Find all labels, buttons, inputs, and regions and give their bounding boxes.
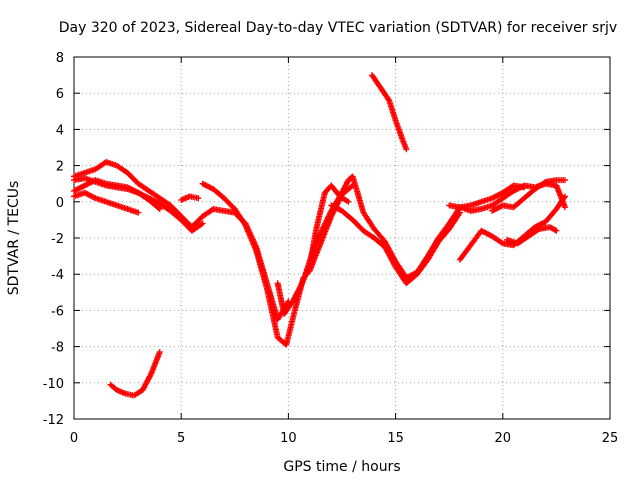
data-point	[541, 179, 548, 186]
series-track-d	[71, 177, 163, 213]
axis-ticks	[73, 56, 611, 420]
y-tick-label: 0	[56, 196, 64, 211]
x-tick-label: 10	[280, 431, 297, 446]
data-marks	[71, 72, 568, 399]
data-point	[91, 194, 98, 201]
data-point	[156, 206, 163, 213]
series-track-l	[446, 180, 568, 214]
data-point	[195, 195, 202, 202]
data-point	[561, 204, 568, 211]
data-point	[199, 220, 206, 227]
data-point	[561, 194, 568, 201]
y-tick-label: 6	[56, 87, 64, 102]
y-tick-labels: -12 -10 -8 -6 -4 -2 0 2 4 6 8	[43, 51, 64, 428]
x-tick-label: 25	[602, 431, 619, 446]
y-tick-label: -8	[51, 341, 64, 356]
data-point	[155, 205, 162, 212]
data-point	[561, 193, 568, 200]
x-tick-label: 5	[177, 431, 185, 446]
data-point	[456, 209, 463, 216]
series-track-c	[71, 189, 142, 216]
grid-lines	[74, 57, 610, 419]
data-point	[534, 226, 541, 233]
series-track-i	[328, 202, 463, 287]
series-track-j	[369, 72, 410, 153]
data-point	[561, 177, 568, 184]
x-tick-labels: 0 5 10 15 20 25	[70, 431, 618, 446]
y-tick-label: 8	[56, 51, 64, 66]
data-point	[135, 209, 142, 216]
y-tick-label: -6	[51, 304, 64, 319]
y-tick-label: 4	[56, 123, 64, 138]
y-tick-label: -12	[43, 413, 64, 428]
y-tick-label: 2	[56, 160, 64, 175]
data-point	[198, 221, 205, 228]
data-point	[345, 198, 352, 205]
series-track-o	[504, 224, 560, 247]
x-axis-label: GPS time / hours	[283, 459, 400, 475]
data-point	[552, 227, 559, 234]
data-point	[403, 146, 410, 153]
x-tick-label: 15	[387, 431, 404, 446]
data-point	[156, 349, 163, 356]
series-track-k	[107, 349, 163, 399]
y-tick-label: -4	[51, 268, 64, 283]
y-tick-label: -2	[51, 232, 64, 247]
y-axis-label: SDTVAR / TECUs	[6, 181, 22, 296]
series-track-e	[178, 193, 202, 203]
data-point	[553, 227, 560, 234]
data-point	[498, 239, 505, 246]
chart-title: Day 320 of 2023, Sidereal Day-to-day VTE…	[59, 20, 617, 36]
series-track-n	[489, 177, 568, 214]
y-tick-label: -10	[43, 377, 64, 392]
x-tick-label: 20	[495, 431, 512, 446]
x-tick-label: 0	[70, 431, 78, 446]
